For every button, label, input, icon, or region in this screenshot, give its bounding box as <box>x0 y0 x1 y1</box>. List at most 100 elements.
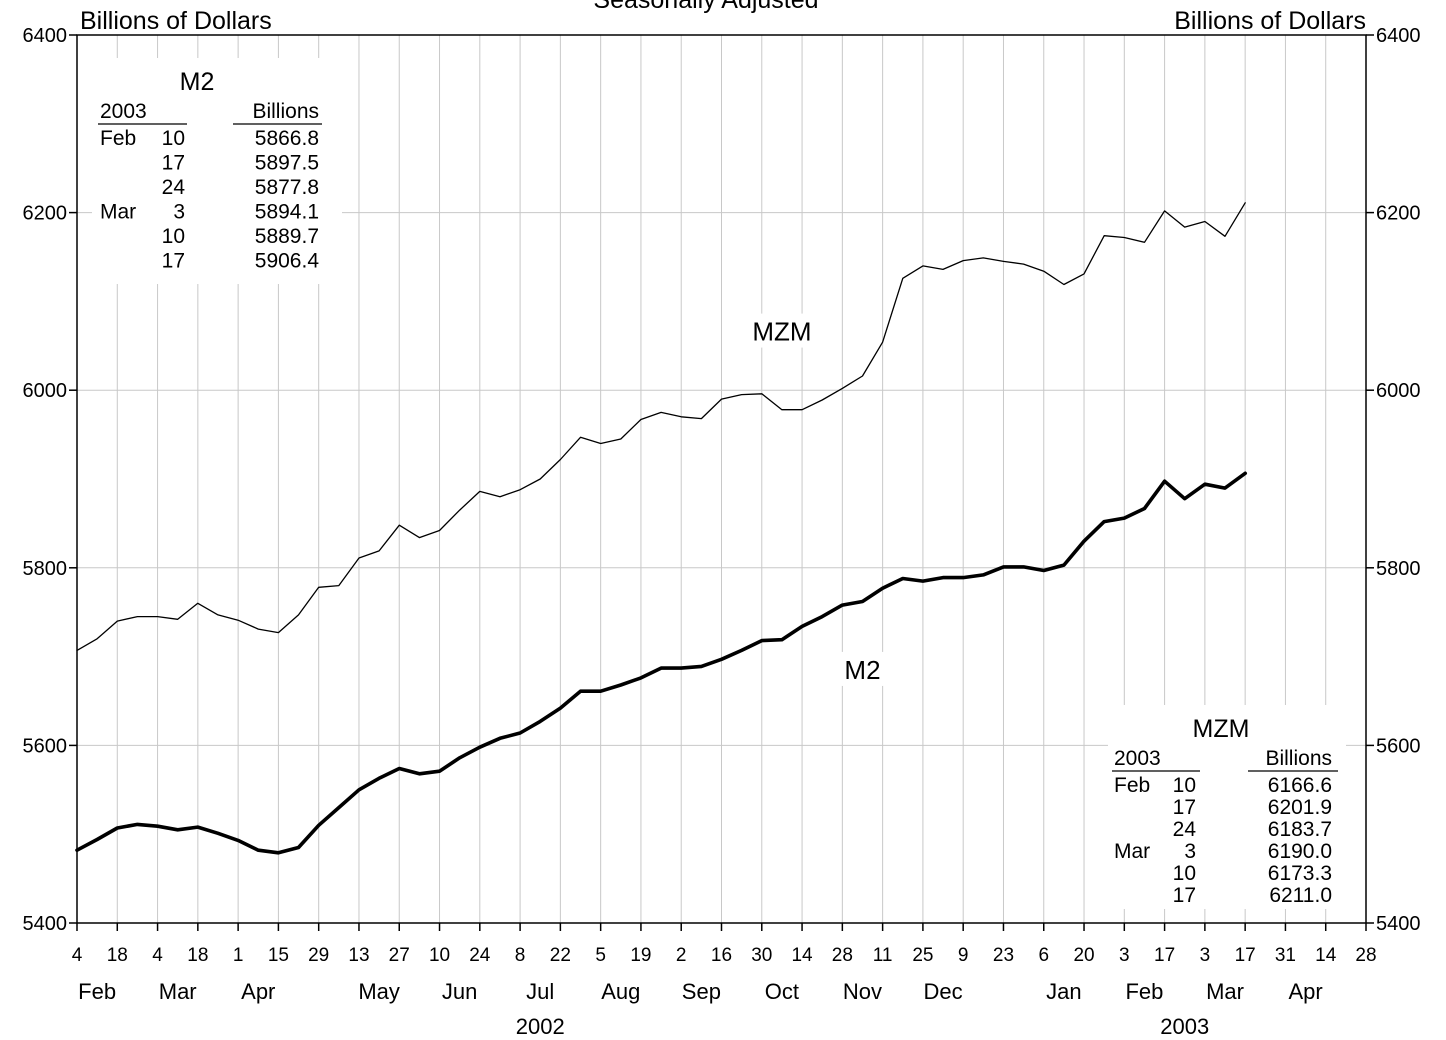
table-row-value: 6173.3 <box>1268 862 1332 885</box>
month-label: Jun <box>442 979 477 1004</box>
x-tick-label: 2 <box>676 945 687 966</box>
table-header-year: 2003 <box>100 100 147 123</box>
series-line-mzm <box>76 202 1246 652</box>
table-row-day: 17 <box>162 152 185 175</box>
y-tick-label-left: 5400 <box>23 913 68 935</box>
x-tick-label: 15 <box>268 945 289 966</box>
table-row-month: Feb <box>100 127 136 150</box>
x-tick-label: 13 <box>348 945 369 966</box>
year-label: 2003 <box>1160 1014 1209 1039</box>
month-label: Apr <box>241 979 275 1004</box>
table-row-value: 5889.7 <box>255 225 319 248</box>
table-row-day: 3 <box>1184 840 1196 863</box>
table-row-day: 10 <box>1173 862 1196 885</box>
table-row-value: 6190.0 <box>1268 840 1332 863</box>
series-label-background <box>828 651 897 686</box>
y-tick-label-right: 6400 <box>1376 25 1421 47</box>
chart-title: Seasonally Adjusted <box>593 0 818 14</box>
mzm-table: MZM 2003 Billions Feb 10 6166.6 17 6201.9 24 6183… <box>1108 705 1346 909</box>
table-row-day: 24 <box>162 176 186 199</box>
left-axis-label: Billions of Dollars <box>80 7 272 35</box>
y-tick-label-left: 6000 <box>23 380 68 402</box>
month-label: Apr <box>1288 979 1322 1004</box>
table-title: M2 <box>180 68 215 96</box>
series-label: MZM <box>752 317 811 347</box>
month-label: Oct <box>765 979 799 1004</box>
month-label: Sep <box>682 979 721 1004</box>
y-tick-label-left: 5800 <box>23 558 68 580</box>
y-tick-label-left: 6200 <box>23 203 68 225</box>
x-tick-label: 30 <box>751 945 772 966</box>
table-row-value: 6201.9 <box>1268 796 1332 819</box>
y-tick-label-left: 6400 <box>23 25 68 47</box>
table-row-value: 6166.6 <box>1268 774 1332 797</box>
table-row-day: 24 <box>1173 818 1197 841</box>
month-label: Dec <box>923 979 962 1004</box>
y-tick-label-right: 6200 <box>1376 203 1421 225</box>
series-label-background <box>747 313 816 348</box>
table-title: MZM <box>1193 715 1250 743</box>
x-tick-label: 5 <box>595 945 606 966</box>
x-tick-label: 18 <box>187 945 208 966</box>
x-tick-label: 10 <box>429 945 450 966</box>
right-axis-label: Billions of Dollars <box>1174 7 1366 35</box>
table-row-month: Feb <box>1114 774 1150 797</box>
table-row-month: Mar <box>1114 840 1150 863</box>
x-tick-label: 8 <box>515 945 526 966</box>
y-tick-label-right: 5400 <box>1376 913 1421 935</box>
year-label: 2002 <box>516 1014 565 1039</box>
table-background <box>1108 705 1346 909</box>
x-tick-label: 9 <box>958 945 969 966</box>
month-label: Nov <box>843 979 882 1004</box>
table-row-value: 6211.0 <box>1269 884 1332 907</box>
x-tick-label: 6 <box>1038 945 1049 966</box>
series-lines <box>75 202 1247 855</box>
x-tick-label: 29 <box>308 945 329 966</box>
month-label: Jul <box>526 979 554 1004</box>
table-row-day: 17 <box>162 250 185 273</box>
table-row-value: 5866.8 <box>255 127 319 150</box>
chart-labels: Seasonally Adjusted Billions of Dollars … <box>80 0 1366 686</box>
table-row-day: 10 <box>162 127 185 150</box>
table-header-billions: Billions <box>1265 747 1332 770</box>
y-tick-label-right: 5800 <box>1376 558 1421 580</box>
month-label: Feb <box>78 979 116 1004</box>
month-label: Mar <box>1206 979 1244 1004</box>
x-tick-label: 4 <box>152 945 163 966</box>
table-row-value: 5877.8 <box>255 176 319 199</box>
x-tick-label: 11 <box>873 945 893 966</box>
month-label: Feb <box>1125 979 1163 1004</box>
x-tick-label: 20 <box>1073 945 1094 966</box>
x-tick-label: 28 <box>1355 945 1376 966</box>
x-tick-label: 3 <box>1119 945 1130 966</box>
y-tick-label-right: 6000 <box>1376 380 1421 402</box>
x-tick-label: 14 <box>791 945 813 966</box>
x-tick-label: 24 <box>469 945 491 966</box>
month-label: Jan <box>1046 979 1081 1004</box>
x-tick-label: 31 <box>1275 945 1296 966</box>
x-tick-label: 14 <box>1315 945 1337 966</box>
table-row-value: 5894.1 <box>255 201 319 224</box>
table-background <box>92 58 342 284</box>
table-row-day: 17 <box>1173 796 1196 819</box>
x-tick-label: 18 <box>107 945 128 966</box>
x-tick-label: 23 <box>993 945 1014 966</box>
series-line-m2 <box>75 471 1247 855</box>
table-row-day: 3 <box>173 201 185 224</box>
series-label: M2 <box>844 655 880 685</box>
table-row-value: 5897.5 <box>255 152 319 175</box>
table-row-value: 5906.4 <box>255 250 320 273</box>
x-tick-label: 4 <box>72 945 83 966</box>
month-label: Mar <box>159 979 197 1004</box>
x-tick-label: 22 <box>550 945 571 966</box>
x-tick-label: 3 <box>1200 945 1211 966</box>
x-tick-label: 19 <box>630 945 651 966</box>
m2-table: M2 2003 Billions Feb 10 5866.8 17 5897.5 24 5877.… <box>92 58 342 284</box>
table-header-billions: Billions <box>252 100 319 123</box>
table-row-month: Mar <box>100 201 136 224</box>
table-row-day: 10 <box>162 225 185 248</box>
y-tick-label-left: 5600 <box>23 735 68 757</box>
month-label: May <box>358 979 400 1004</box>
